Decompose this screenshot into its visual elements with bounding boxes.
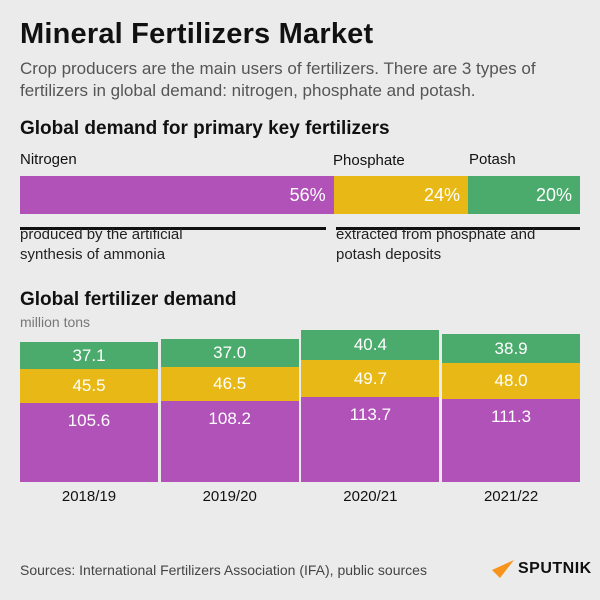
bar-potash-2021-22: 38.9	[442, 334, 581, 364]
logo-text: SPUTNIK	[518, 560, 592, 577]
note-nitrogen: produced by the artificial synthesis of …	[20, 226, 183, 263]
divider-left	[20, 227, 326, 230]
divider-right	[336, 227, 580, 230]
chart-unit: million tons	[20, 314, 91, 330]
bar-nitrogen-2020-21: 113.7	[301, 397, 440, 482]
bar-potash-2019-20: 37.0	[160, 338, 299, 367]
note-phosphate-potash: extracted from phosphate and potash depo…	[336, 226, 536, 263]
bar-phosphate-2021-22: 48.0	[442, 363, 581, 399]
subtitle: Crop producers are the main users of fer…	[20, 59, 536, 100]
chart-title: Global fertilizer demand	[20, 289, 237, 310]
bar-nitrogen-2019-20: 108.2	[160, 401, 299, 482]
source-note: Sources: International Fertilizers Assoc…	[20, 562, 427, 578]
sputnik-logo: SPUTNIK	[492, 560, 592, 578]
potash-label: Potash	[469, 151, 516, 168]
bar-phosphate-2019-20: 46.5	[160, 366, 299, 402]
share-segment-potash: 20%	[468, 176, 580, 214]
bar-nitrogen-2021-22: 111.3	[442, 398, 581, 482]
share-segment-phosphate: 24%	[333, 176, 468, 214]
x-tick-label: 2021/22	[483, 488, 539, 505]
x-tick-label: 2019/20	[202, 488, 257, 505]
bar-phosphate-2018-19: 45.5	[20, 369, 158, 404]
bar-phosphate-2020-21: 49.7	[301, 360, 440, 398]
bar-potash-2018-19: 37.1	[20, 341, 158, 370]
bar-nitrogen-2018-19: 105.6	[20, 403, 158, 482]
x-tick-label: 2018/19	[61, 488, 117, 505]
page-title: Mineral Fertilizers Market	[20, 18, 374, 50]
x-tick-label: 2020/21	[343, 488, 398, 505]
share-segment-nitrogen: 56%	[20, 176, 334, 214]
phosphate-label: Phosphate	[333, 152, 405, 169]
share-heading: Global demand for primary key fertilizer…	[20, 118, 390, 139]
bar-potash-2020-21: 40.4	[301, 329, 440, 361]
sputnik-logo-icon	[492, 560, 514, 578]
nitrogen-label: Nitrogen	[20, 151, 77, 168]
